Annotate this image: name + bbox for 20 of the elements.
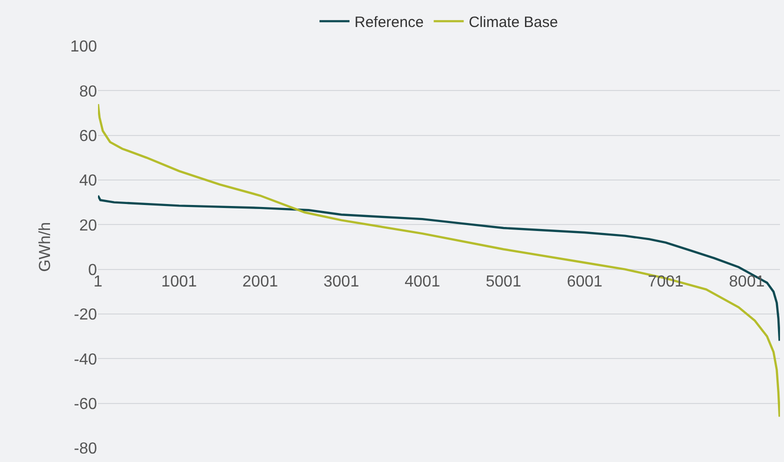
y-tick-label: 40	[79, 172, 98, 190]
x-tick-label: 3001	[324, 273, 360, 290]
y-tick-label: 60	[79, 128, 98, 145]
y-tick-label: 100	[70, 38, 98, 56]
y-axis-title: GWh/h	[37, 222, 54, 272]
y-tick-label: 80	[79, 83, 98, 100]
y-tick-label: -60	[74, 396, 98, 413]
x-tick-label: 5001	[486, 273, 522, 290]
x-tick-label: 4001	[404, 273, 440, 290]
legend-label: Climate Base	[468, 14, 558, 32]
x-tick-label: 1001	[161, 273, 197, 290]
x-tick-label: 7001	[648, 273, 684, 290]
x-tick-label: 6001	[566, 273, 603, 290]
y-tick-label: -40	[74, 351, 98, 368]
legend-label: Reference	[354, 14, 424, 32]
y-tick-label: -80	[74, 440, 98, 458]
y-tick-label: 20	[79, 217, 98, 234]
x-tick-label: 2001	[242, 273, 278, 290]
y-tick-label: -20	[74, 306, 98, 324]
x-tick-label: 8001	[729, 273, 765, 290]
